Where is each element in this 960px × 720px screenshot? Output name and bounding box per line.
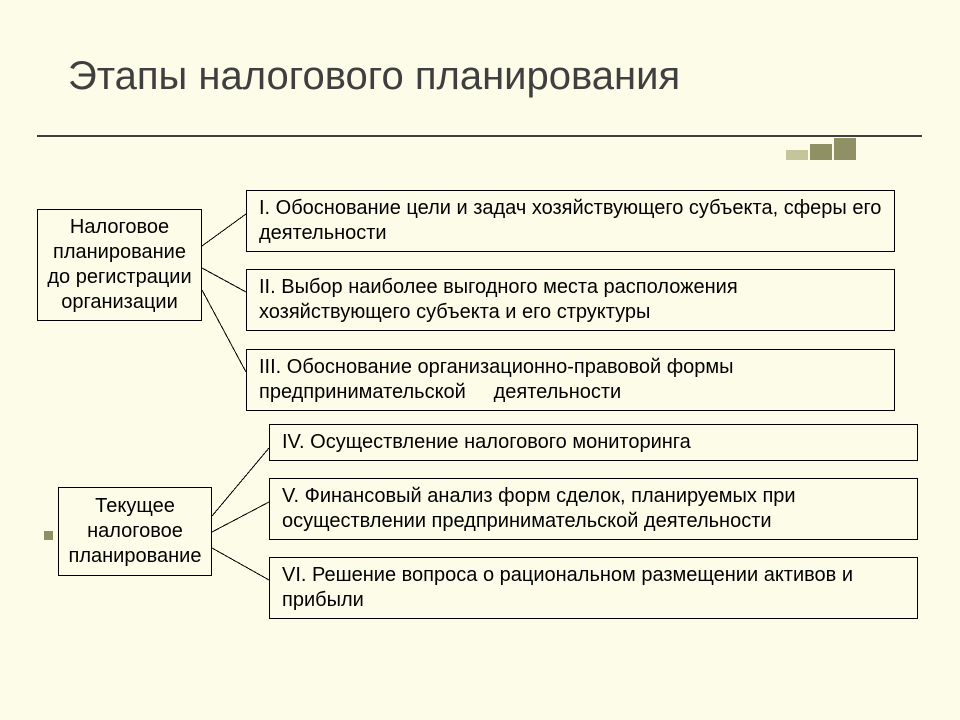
category-box: Текущее налоговое планирование — [58, 487, 212, 576]
accent-bar — [786, 150, 808, 160]
page-title: Этапы налогового планирования — [68, 54, 680, 99]
stage-box: III. Обоснование организационно-правовой… — [246, 349, 895, 411]
diagram-canvas: Этапы налогового планирования Налоговое … — [0, 0, 960, 720]
bullet-icon — [44, 531, 53, 540]
accent-bar — [810, 144, 832, 160]
stage-box: II. Выбор наиболее выгодного места распо… — [246, 269, 895, 331]
accent-bar — [834, 138, 856, 160]
category-box: Налоговое планирование до регистрации ор… — [37, 209, 202, 321]
accent-bars — [786, 138, 856, 160]
stage-box: V. Финансовый анализ форм сделок, планир… — [269, 478, 918, 540]
stage-box: I. Обоснование цели и задач хозяйствующе… — [246, 190, 895, 252]
stage-box: IV. Осуществление налогового мониторинга — [269, 424, 918, 461]
stage-box: VI. Решение вопроса о рациональном разме… — [269, 557, 918, 619]
